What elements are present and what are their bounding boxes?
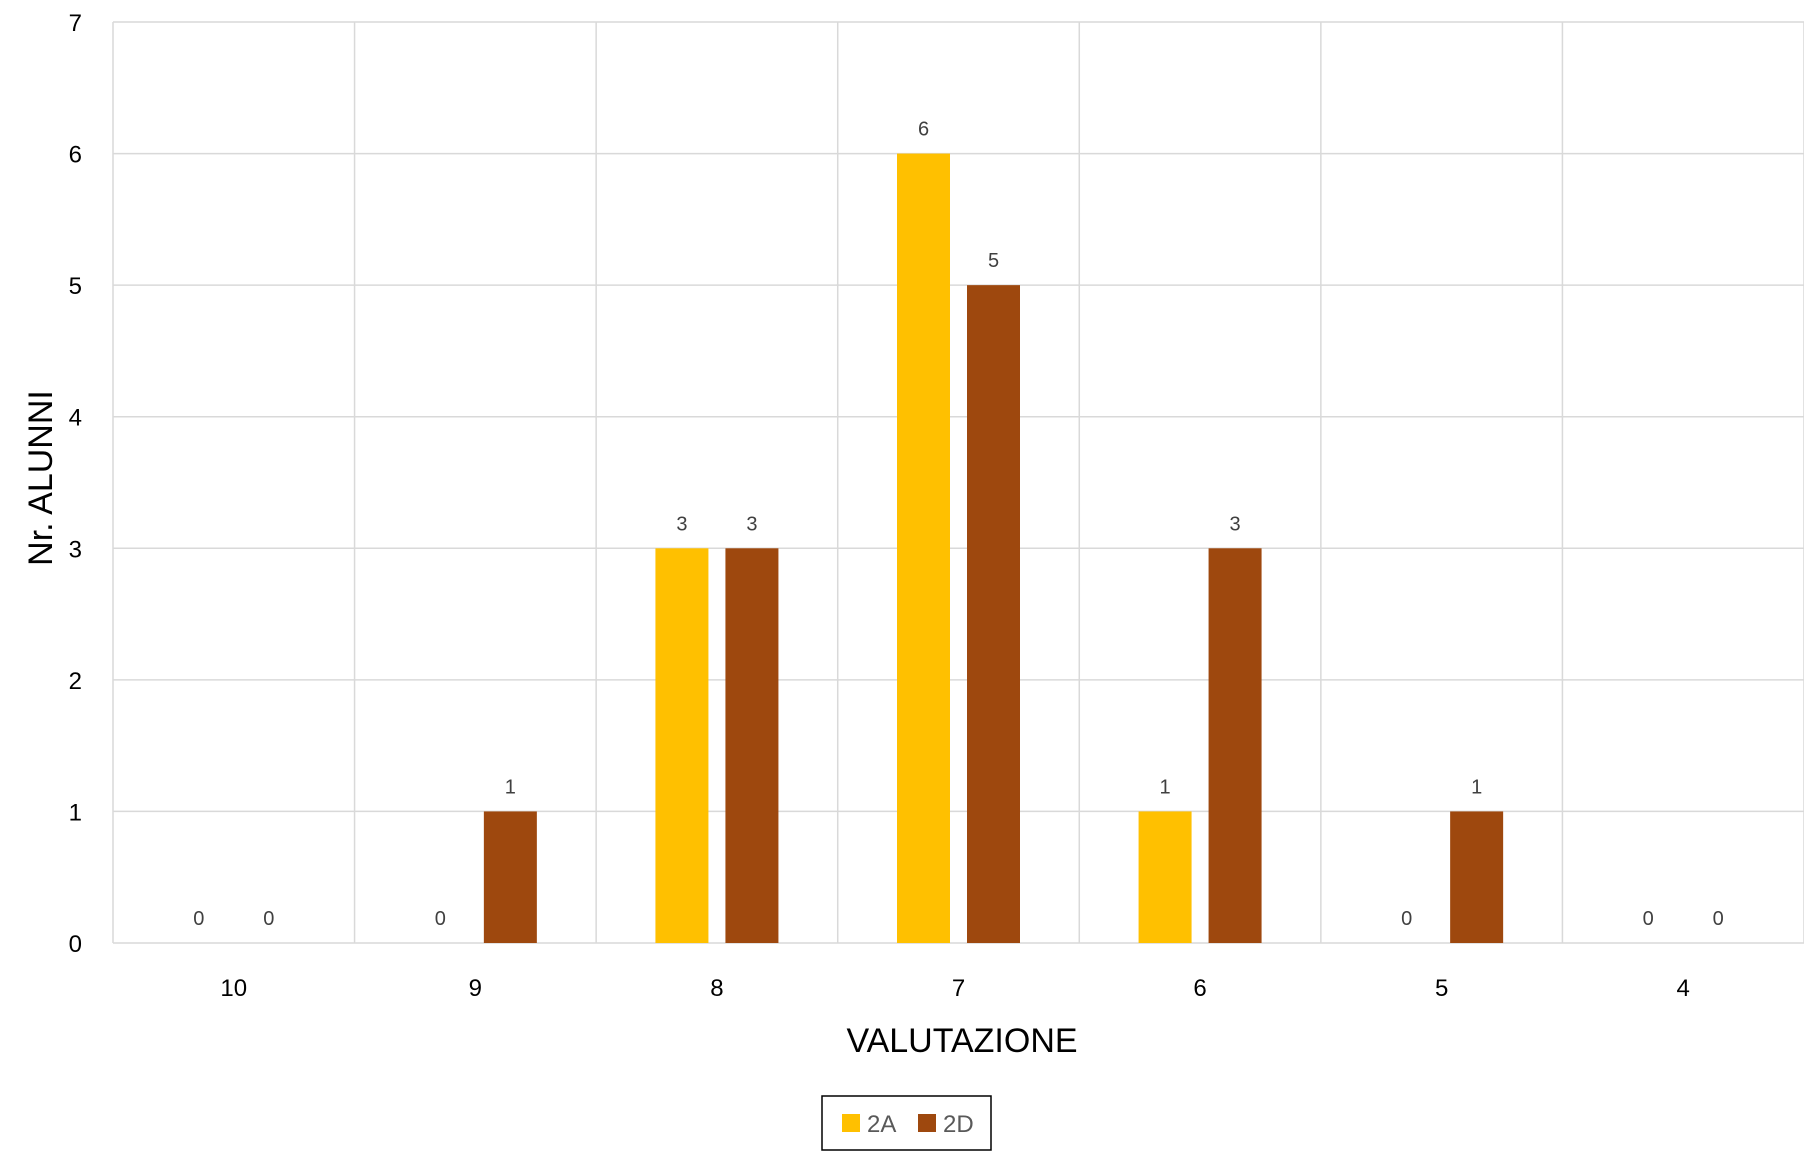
y-axis-title: Nr. ALUNNI	[22, 390, 60, 566]
data-label-2d: 0	[263, 908, 274, 930]
x-tick-label: 8	[710, 975, 723, 1002]
x-tick-label: 7	[952, 975, 965, 1002]
x-tick-label: 4	[1677, 975, 1690, 1002]
legend-label-2a: 2A	[867, 1111, 896, 1138]
bar-2d	[1208, 548, 1262, 943]
data-label-2d: 3	[1230, 513, 1241, 535]
y-tick-label: 6	[69, 142, 82, 169]
data-label-2a: 1	[1160, 776, 1171, 798]
bar-2d	[483, 811, 537, 943]
legend-label-2d: 2D	[943, 1111, 974, 1138]
x-tick-label: 9	[469, 975, 482, 1002]
legend: 2A 2D	[821, 1095, 992, 1151]
data-labels: 0 0 3 6 1 0 0 0 1 3 5 3 1 0	[193, 119, 1724, 930]
data-label-2a: 0	[1401, 908, 1412, 930]
data-label-2d: 0	[1713, 908, 1724, 930]
y-tick-label: 7	[69, 10, 82, 37]
y-tick-label: 5	[69, 273, 82, 300]
data-label-2a: 0	[193, 908, 204, 930]
x-axis-title: VALUTAZIONE	[846, 1022, 1077, 1060]
bar-2a	[655, 548, 709, 943]
bar-2d	[967, 285, 1020, 944]
bar-2a	[1138, 811, 1192, 943]
data-label-2d: 1	[1471, 776, 1482, 798]
bar-2a	[897, 153, 950, 944]
data-label-2a: 0	[435, 908, 446, 930]
data-label-2a: 0	[1643, 908, 1654, 930]
bar-2d	[1450, 811, 1504, 943]
data-label-2a: 6	[918, 119, 929, 141]
legend-swatch-2a	[842, 1114, 860, 1132]
gridlines	[112, 21, 1804, 944]
bar-2d	[725, 548, 779, 943]
y-tick-label: 0	[69, 931, 82, 958]
data-label-2d: 1	[505, 776, 516, 798]
data-label-2a: 3	[676, 513, 687, 535]
data-label-2d: 3	[746, 513, 757, 535]
x-tick-label: 5	[1435, 975, 1448, 1002]
y-tick-label: 1	[69, 799, 82, 826]
x-tick-label: 10	[220, 975, 247, 1002]
x-axis-ticks: 10 9 8 7 6 5 4	[220, 975, 1689, 1002]
y-tick-label: 2	[69, 668, 82, 695]
y-axis-ticks: 0 1 2 3 4 5 6 7	[69, 10, 82, 958]
y-tick-label: 3	[69, 536, 82, 563]
bars	[483, 153, 1504, 944]
legend-swatch-2d	[918, 1114, 936, 1132]
x-tick-label: 6	[1193, 975, 1206, 1002]
y-tick-label: 4	[69, 405, 82, 432]
data-label-2d: 5	[988, 250, 999, 272]
